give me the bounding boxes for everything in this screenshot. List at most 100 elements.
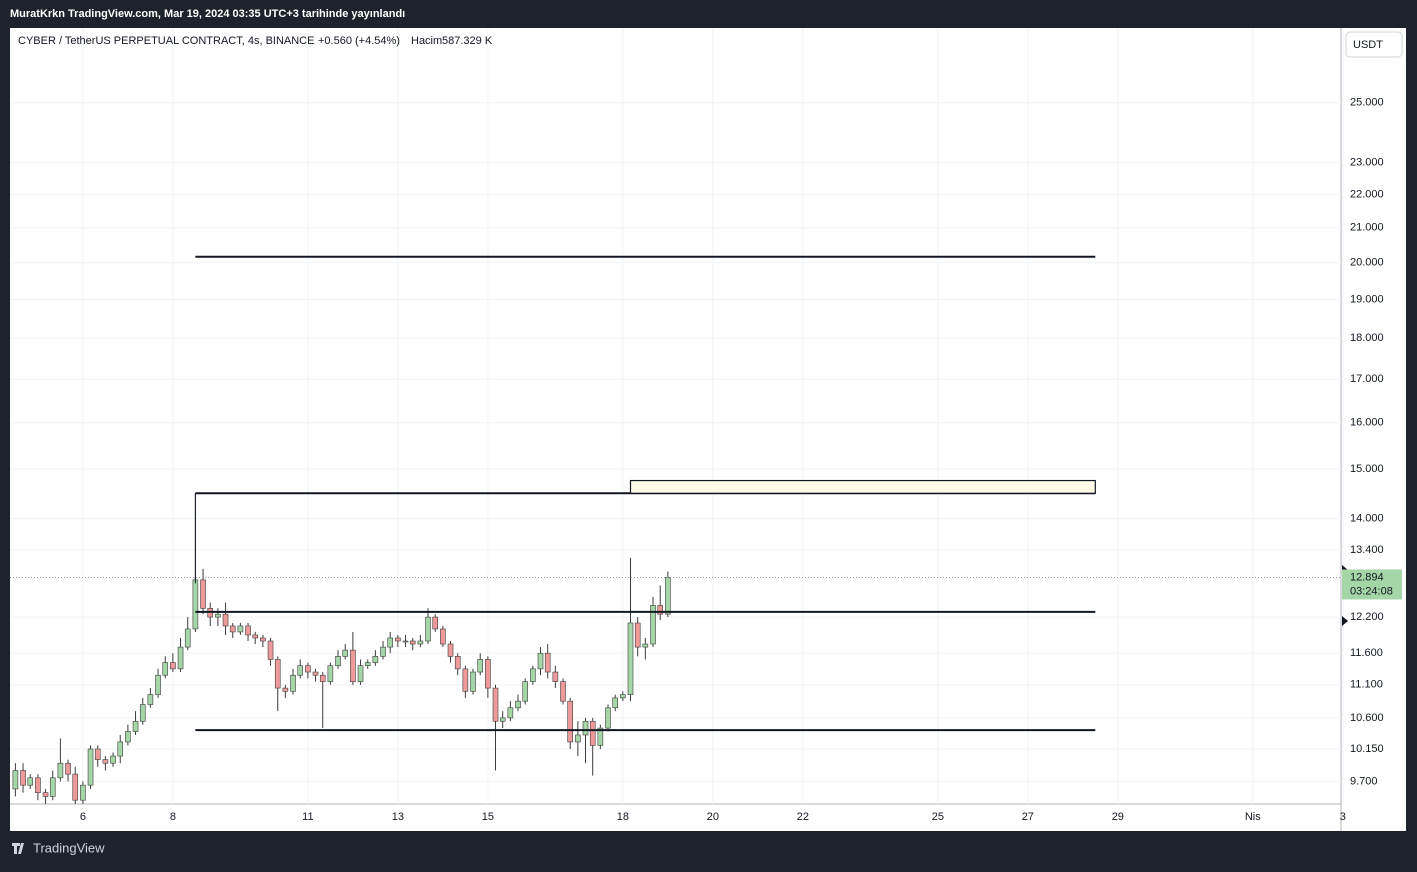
footer: TradingView [33,840,105,855]
x-tick-label: 13 [392,811,404,823]
candle-body [20,770,26,786]
candle-body [544,652,551,673]
candle-body [57,762,64,779]
y-tick-label: 10.600 [1350,712,1384,724]
candle-body [290,674,296,692]
y-tick-label: 9.700 [1350,775,1378,787]
currency-button[interactable] [1345,31,1403,58]
candle-body [35,777,41,793]
y-tick-label: 15.000 [1350,463,1384,475]
last-price-label: 12.894 [1350,571,1384,583]
candle-body [380,646,386,657]
candle-body [147,694,154,705]
candle-body [260,637,266,642]
header: MuratKrkn TradingView.com, Mar 19, 2024 … [10,8,405,20]
x-tick-label: 29 [1112,811,1124,823]
candle-body [477,659,484,673]
candle-body [27,777,34,786]
candle-body [417,640,424,645]
candle-body [432,616,439,630]
candle-body [237,625,244,633]
candle-body [170,662,176,670]
x-tick-label: 22 [797,811,809,823]
candle-body [110,755,116,764]
y-tick-label: 18.000 [1350,332,1384,344]
candle-body [215,613,221,618]
y-tick-label: 19.000 [1350,293,1384,305]
candle-body [80,784,86,801]
candle-body [650,605,656,645]
candle-body [327,665,334,682]
y-tick-label: 10.150 [1350,743,1384,755]
candle-body [612,697,619,709]
y-tick-label: 16.000 [1350,417,1384,429]
candle-body [582,720,589,736]
candle-body [192,579,199,630]
candle-body [470,671,476,692]
y-tick-label: 14.000 [1350,512,1384,524]
y-tick-label: 17.000 [1350,373,1384,385]
candle-body [492,687,499,722]
candle-body [12,770,19,790]
candle-body [552,671,559,682]
candle-body [575,734,581,743]
candle-body [597,727,604,746]
x-tick-label: Nis [1245,811,1261,823]
x-tick-label: 15 [482,811,494,823]
candle-body [515,700,521,709]
candle-body [267,640,274,660]
currency[interactable]: USDT [1353,39,1383,51]
last-price-box [1342,569,1402,600]
candle-body [605,707,611,729]
candle-body [65,762,71,775]
y-tick-label: 12.200 [1350,611,1384,623]
y-tick-label: 11.100 [1350,679,1383,691]
candle-body [372,656,379,663]
candle-body [537,652,544,670]
candle-body [139,704,146,722]
candle-body [364,662,371,667]
candle-body [462,668,469,692]
candle-body [395,637,401,642]
candle-body [222,613,229,627]
candle-body [387,637,394,648]
candle-body [634,622,641,648]
volume-label: Hacim [411,35,442,47]
candle-body [522,681,529,702]
candle-body [229,625,236,633]
candle-body [335,656,341,667]
candle-body [200,579,206,609]
y-tick-label: 25.000 [1350,97,1384,109]
candle-body [567,700,574,743]
candle-body [245,625,251,636]
x-tick-label: 6 [80,811,86,823]
zone-box [629,479,1096,494]
candle-body [125,731,131,743]
candle-body [485,659,491,689]
candle-body [297,665,304,676]
candle-body [312,671,319,676]
candle-body [440,628,446,645]
candle-body [87,748,94,786]
candle-body [530,668,536,682]
candle-body [184,628,191,648]
candle-body [72,773,79,801]
candle-body [252,634,259,639]
candle-body [155,674,161,695]
plot [10,255,1341,804]
x-tick-label: 27 [1022,811,1034,823]
candle-body [409,640,416,645]
y-tick-label: 23.000 [1350,156,1384,168]
candle-body [589,720,596,746]
candle-body [560,681,566,702]
candle-body [425,616,431,642]
candle-body [499,717,506,722]
countdown: 03:24:08 [1350,585,1393,597]
candle-body [342,649,349,657]
candle-body [319,674,326,682]
y-tick-label: 20.000 [1350,257,1384,269]
candle-body [274,659,281,689]
volume: 587.329 K [442,35,493,47]
candle-body [49,777,56,797]
